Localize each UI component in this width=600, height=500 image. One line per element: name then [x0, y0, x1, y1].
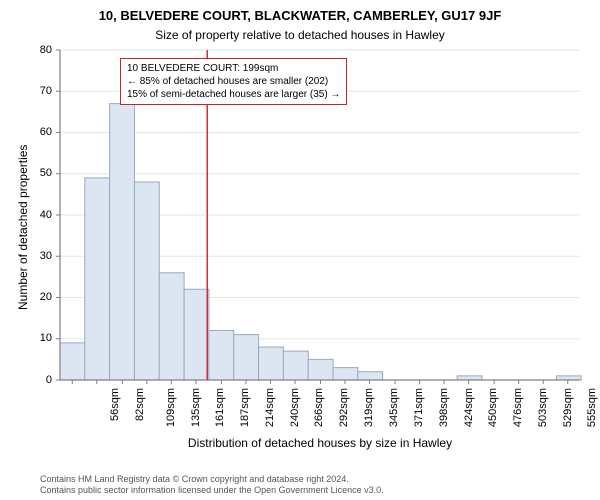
x-tick-label: 161sqm [215, 388, 227, 427]
x-tick-label: 292sqm [338, 388, 350, 427]
x-tick-label: 398sqm [438, 388, 450, 427]
histogram-chart: 10, BELVEDERE COURT, BLACKWATER, CAMBERL… [0, 0, 600, 500]
x-tick-label: 476sqm [512, 388, 524, 427]
x-tick-label: 555sqm [586, 388, 598, 427]
x-tick-label: 529sqm [562, 388, 574, 427]
x-tick-label: 109sqm [165, 388, 177, 427]
x-axis-label: Distribution of detached houses by size … [60, 436, 580, 450]
x-tick-label: 424sqm [463, 388, 475, 427]
x-tick-label: 214sqm [265, 388, 277, 427]
x-tick-label: 187sqm [239, 388, 251, 427]
x-tick-label: 135sqm [190, 388, 202, 427]
y-tick-label: 60 [0, 126, 52, 138]
y-tick-label: 40 [0, 209, 52, 221]
annotation-line: ← 85% of detached houses are smaller (20… [127, 75, 340, 88]
x-tick-label: 266sqm [314, 388, 326, 427]
x-tick-label: 345sqm [388, 388, 400, 427]
x-tick-label: 240sqm [289, 388, 301, 427]
footer-attribution: Contains HM Land Registry data © Crown c… [40, 474, 384, 496]
footer-line: Contains public sector information licen… [40, 485, 384, 496]
x-tick-label: 503sqm [537, 388, 549, 427]
annotation-box: 10 BELVEDERE COURT: 199sqm ← 85% of deta… [120, 58, 347, 105]
annotation-line: 10 BELVEDERE COURT: 199sqm [127, 62, 340, 75]
y-tick-label: 20 [0, 291, 52, 303]
y-tick-label: 70 [0, 85, 52, 97]
y-tick-label: 80 [0, 44, 52, 56]
y-tick-label: 50 [0, 167, 52, 179]
annotation-line: 15% of semi-detached houses are larger (… [127, 88, 340, 101]
footer-line: Contains HM Land Registry data © Crown c… [40, 474, 384, 485]
x-tick-label: 56sqm [109, 388, 121, 421]
y-tick-label: 30 [0, 250, 52, 262]
x-tick-label: 82sqm [134, 388, 146, 421]
x-tick-label: 371sqm [413, 388, 425, 427]
y-tick-label: 10 [0, 332, 52, 344]
x-tick-label: 319sqm [364, 388, 376, 427]
y-tick-label: 0 [0, 374, 52, 386]
x-tick-label: 450sqm [487, 388, 499, 427]
